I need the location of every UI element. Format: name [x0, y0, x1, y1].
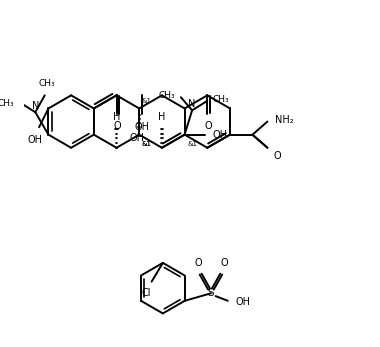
Text: OH: OH [213, 130, 228, 139]
Text: H: H [113, 111, 120, 121]
Text: &1: &1 [141, 141, 151, 147]
Text: O: O [273, 151, 281, 161]
Text: N: N [188, 99, 196, 109]
Text: O: O [204, 121, 212, 130]
Text: OH: OH [28, 135, 43, 145]
Text: OH: OH [130, 133, 145, 143]
Text: &1: &1 [141, 141, 151, 147]
Text: OH: OH [235, 297, 250, 307]
Text: &1: &1 [187, 141, 198, 147]
Text: &1: &1 [141, 98, 151, 104]
Text: Cl: Cl [141, 288, 151, 298]
Text: CH₃: CH₃ [213, 95, 229, 104]
Text: H: H [158, 111, 166, 121]
Text: O: O [220, 258, 228, 268]
Text: CH₃: CH₃ [0, 99, 14, 108]
Text: O: O [114, 121, 121, 130]
Text: OH: OH [135, 121, 149, 132]
Text: CH₃: CH₃ [158, 91, 175, 100]
Text: O: O [194, 258, 202, 268]
Text: N: N [32, 101, 39, 111]
Text: CH₃: CH₃ [38, 79, 55, 88]
Text: S: S [207, 288, 214, 298]
Text: NH₂: NH₂ [275, 115, 294, 125]
